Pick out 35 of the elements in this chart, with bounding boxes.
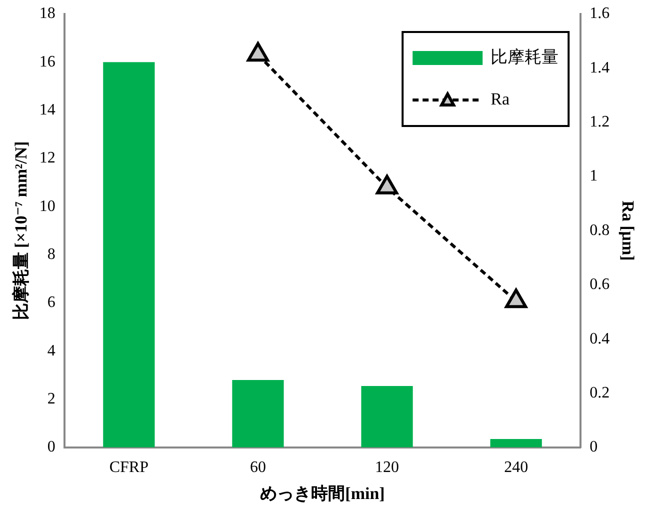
point	[505, 288, 528, 308]
y2-tick-label: 1	[590, 168, 598, 185]
x-tick-label: 60	[250, 459, 266, 476]
x-tick-label: 240	[504, 459, 528, 476]
y-axis-title: 比摩耗量 [×10⁻⁷ mm²/N]	[12, 141, 31, 320]
bar	[361, 386, 413, 448]
y-tick-label: 14	[39, 102, 56, 119]
y2-tick-label: 1.6	[590, 5, 610, 22]
y2-tick-label: 0.4	[590, 330, 610, 348]
y-tick-label: 16	[39, 53, 56, 70]
y-tick-label: 10	[39, 198, 56, 215]
y-tick-label: 18	[39, 5, 56, 22]
bar	[103, 62, 155, 448]
x-tick-label: 120	[375, 459, 400, 476]
y2-tick-label: 1.2	[590, 114, 610, 131]
legend-label: Ra	[490, 89, 510, 108]
y2-tick-label: 0.2	[590, 384, 610, 402]
y-tick-label: 0	[47, 438, 56, 456]
x-axis-title: めっき時間[min]	[260, 484, 385, 504]
bar	[490, 438, 542, 448]
y-tick-label: 4	[47, 342, 56, 360]
y2-axis-title: Ra [μm]	[618, 200, 638, 261]
y-tick-label: 8	[47, 246, 56, 263]
y2-tick-label: 0	[590, 438, 598, 456]
y2-tick-label: 0.8	[590, 222, 610, 239]
y-tick-label: 12	[39, 150, 56, 167]
legend-label: 比摩耗量	[490, 47, 559, 66]
y-tick-label: 2	[47, 390, 56, 408]
y-tick-label: 6	[47, 294, 56, 312]
x-tick-label: CFRP	[109, 459, 149, 476]
y2-tick-label: 1.4	[590, 59, 610, 76]
y2-tick-label: 0.6	[590, 276, 610, 294]
point	[376, 174, 398, 194]
bar	[232, 380, 284, 448]
point	[246, 42, 269, 62]
